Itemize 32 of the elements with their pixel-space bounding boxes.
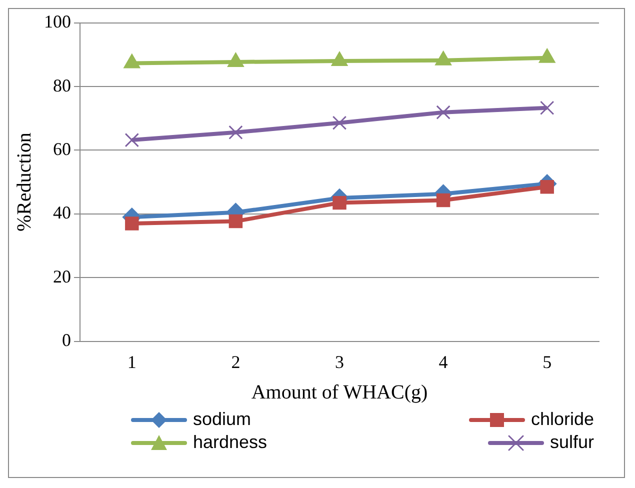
point — [332, 196, 346, 210]
point — [124, 132, 140, 148]
point — [124, 54, 140, 68]
y-tick-label: 40 — [53, 202, 71, 223]
y-tick-label: 80 — [53, 75, 71, 96]
legend-label: chloride — [530, 409, 594, 430]
x-tick-label: 1 — [127, 352, 136, 372]
y-tick-label: 100 — [44, 12, 71, 32]
y-tick-label: 60 — [53, 138, 71, 159]
x-tick-label: 2 — [231, 352, 240, 372]
x-tick-label: 5 — [542, 352, 552, 372]
x-tick-label: 3 — [335, 352, 344, 372]
point — [228, 125, 243, 140]
point — [435, 50, 452, 66]
y-axis-title: %Reduction — [13, 132, 36, 232]
point — [331, 52, 348, 66]
x-tick-label: 4 — [438, 352, 448, 372]
point — [538, 48, 556, 63]
y-tick-label: 20 — [53, 266, 71, 286]
legend-label: sodium — [193, 409, 252, 430]
point — [540, 180, 554, 194]
legend-label: hardness — [193, 432, 268, 453]
point — [125, 216, 139, 230]
point — [540, 100, 554, 115]
point — [436, 193, 450, 208]
point — [436, 105, 450, 120]
point — [227, 52, 244, 67]
point — [228, 214, 243, 228]
y-tick-label: 0 — [62, 330, 71, 350]
point — [332, 116, 347, 130]
x-axis-title: Amount of WHAC(g) — [251, 381, 428, 404]
legend-label: sulfur — [550, 432, 594, 453]
